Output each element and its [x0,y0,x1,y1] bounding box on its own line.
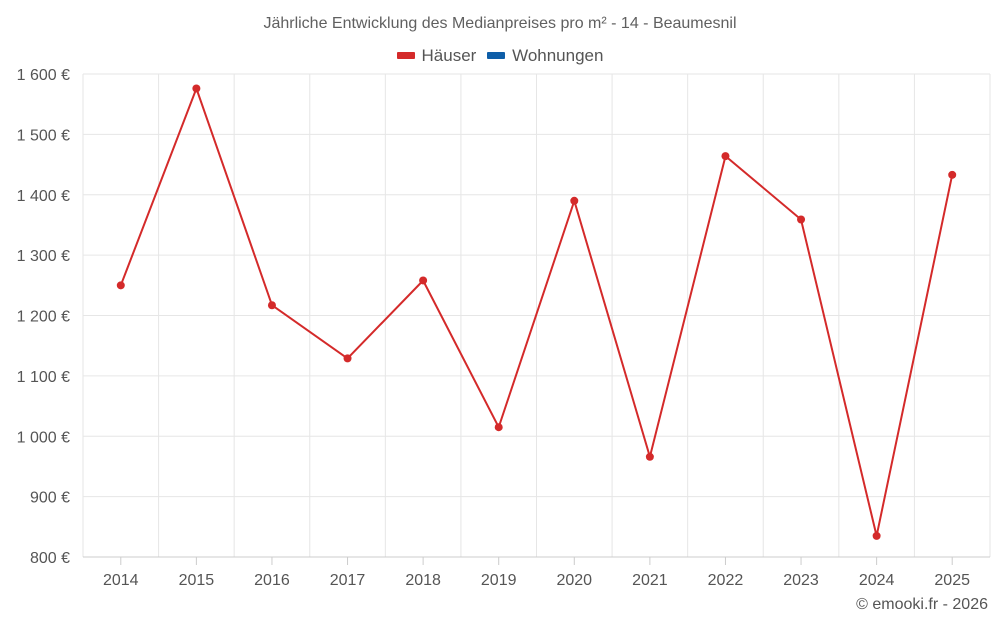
x-tick-label: 2020 [556,572,592,589]
legend-item-haeuser[interactable]: Häuser [396,45,477,66]
x-tick-label: 2025 [934,572,970,589]
data-point [419,276,428,285]
data-point [343,354,352,363]
copyright-text: © emooki.fr - 2026 [856,596,988,613]
y-tick-label: 1 600 € [17,67,70,84]
legend-label-wohnungen: Wohnungen [512,45,604,65]
chart-title: Jährliche Entwicklung des Medianpreises … [263,15,737,32]
x-tick-label: 2024 [859,572,895,589]
x-tick-label: 2022 [708,572,744,589]
x-tick-label: 2021 [632,572,668,589]
y-tick-label: 1 200 € [17,309,70,326]
series-line-0 [119,87,954,537]
y-tick-label: 1 400 € [17,188,70,205]
data-point [116,281,125,290]
data-point [645,452,654,461]
data-point [797,215,806,224]
legend-swatch-wohnungen [487,52,506,59]
data-point [721,152,730,161]
y-tick-label: 900 € [30,490,70,507]
x-tick-label: 2018 [405,572,441,589]
x-tick-label: 2017 [330,572,366,589]
data-point [948,170,957,179]
x-tick-label: 2019 [481,572,517,589]
legend-item-wohnungen[interactable]: Wohnungen [487,46,603,66]
data-point [494,423,503,432]
y-tick-label: 1 500 € [17,127,70,144]
x-tick-label: 2015 [179,572,215,589]
y-tick-label: 1 300 € [17,248,70,265]
x-tick-label: 2016 [254,572,290,589]
legend-swatch-haeuser [396,52,415,59]
data-point [267,301,276,310]
y-tick-label: 800 € [30,550,70,567]
legend-label-haeuser: Häuser [421,45,477,65]
data-point [192,84,201,93]
y-tick-label: 1 000 € [17,429,70,446]
legend: Häuser Wohnungen [0,44,1000,66]
x-tick-label: 2023 [783,572,819,589]
y-tick-label: 1 100 € [17,369,70,386]
x-tick-label: 2014 [103,572,139,589]
data-point [872,531,881,540]
data-point [570,196,579,205]
